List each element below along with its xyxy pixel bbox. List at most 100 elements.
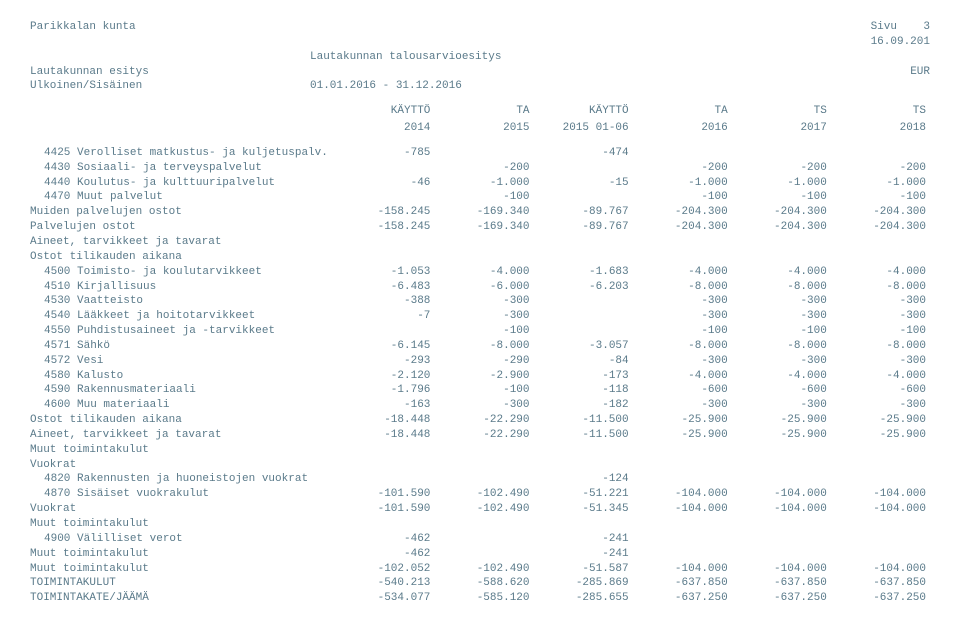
row-value — [434, 146, 533, 161]
table-row: Muiden palvelujen ostot-158.245-169.340-… — [30, 205, 930, 220]
row-value: -102.052 — [335, 562, 434, 577]
table-row: 4510 Kirjallisuus-6.483-6.000-6.203-8.00… — [30, 280, 930, 295]
row-value: -1.053 — [335, 265, 434, 280]
table-row: TOIMINTAKATE/JÄÄMÄ-534.077-585.120-285.6… — [30, 591, 930, 606]
row-value — [633, 443, 732, 458]
period: 01.01.2016 - 31.12.2016 — [310, 79, 930, 94]
row-value: -4.000 — [732, 369, 831, 384]
row-label: Muut toimintakulut — [30, 517, 335, 532]
row-value: -200 — [732, 161, 831, 176]
row-value: -200 — [434, 161, 533, 176]
row-value: -300 — [434, 294, 533, 309]
row-value: -2.120 — [335, 369, 434, 384]
table-row: Ostot tilikauden aikana-18.448-22.290-11… — [30, 413, 930, 428]
col-head: 2015 — [434, 121, 533, 138]
row-value: -22.290 — [434, 413, 533, 428]
row-value: -6.000 — [434, 280, 533, 295]
row-value: -1.000 — [732, 176, 831, 191]
row-value — [335, 235, 434, 250]
row-value: -2.900 — [434, 369, 533, 384]
table-row: Vuokrat-101.590-102.490-51.345-104.000-1… — [30, 502, 930, 517]
row-value: -637.250 — [633, 591, 732, 606]
row-value: -51.345 — [534, 502, 633, 517]
row-value: -7 — [335, 309, 434, 324]
row-label: Vuokrat — [30, 502, 335, 517]
row-value: -101.590 — [335, 487, 434, 502]
row-value: -100 — [434, 324, 533, 339]
row-value: -300 — [633, 354, 732, 369]
row-value — [831, 235, 930, 250]
row-value: -25.900 — [633, 413, 732, 428]
row-value — [434, 235, 533, 250]
row-value: -104.000 — [831, 502, 930, 517]
row-value: -11.500 — [534, 413, 633, 428]
row-label: 4571 Sähkö — [30, 339, 335, 354]
row-value: -637.250 — [732, 591, 831, 606]
column-header-row-2: 2014 2015 2015 01-06 2016 2017 2018 — [30, 121, 930, 138]
row-value: -104.000 — [831, 562, 930, 577]
org-name: Parikkalan kunta — [30, 20, 136, 35]
row-value — [633, 547, 732, 562]
row-value: -84 — [534, 354, 633, 369]
row-value: -4.000 — [732, 265, 831, 280]
row-value: -8.000 — [831, 339, 930, 354]
row-value: -300 — [633, 309, 732, 324]
row-label: Aineet, tarvikkeet ja tavarat — [30, 235, 335, 250]
row-value — [534, 324, 633, 339]
row-value — [335, 443, 434, 458]
row-value: -300 — [831, 354, 930, 369]
row-value — [732, 443, 831, 458]
row-value: -290 — [434, 354, 533, 369]
row-value — [831, 517, 930, 532]
table-row: Vuokrat — [30, 458, 930, 473]
row-value: -300 — [434, 398, 533, 413]
row-value — [732, 532, 831, 547]
col-head: TA — [434, 104, 533, 121]
row-value: -637.850 — [831, 576, 930, 591]
row-value: -25.900 — [831, 413, 930, 428]
row-value: -300 — [831, 309, 930, 324]
row-value: -46 — [335, 176, 434, 191]
row-value: -104.000 — [633, 562, 732, 577]
row-value: -204.300 — [633, 205, 732, 220]
currency: EUR — [910, 65, 930, 80]
col-head: 2014 — [335, 121, 434, 138]
row-value: -3.057 — [534, 339, 633, 354]
row-value — [335, 190, 434, 205]
table-row: 4425 Verolliset matkustus- ja kuljetuspa… — [30, 146, 930, 161]
row-value — [633, 235, 732, 250]
table-row: 4590 Rakennusmateriaali-1.796-100-118-60… — [30, 383, 930, 398]
row-value — [434, 517, 533, 532]
row-value: -118 — [534, 383, 633, 398]
row-value — [434, 532, 533, 547]
row-value: -1.683 — [534, 265, 633, 280]
row-value: -102.490 — [434, 487, 533, 502]
row-value — [732, 472, 831, 487]
table-row: 4470 Muut palvelut-100-100-100-100 — [30, 190, 930, 205]
row-value — [335, 324, 434, 339]
table-row: Palvelujen ostot-158.245-169.340-89.767-… — [30, 220, 930, 235]
row-value: -474 — [534, 146, 633, 161]
row-value: -100 — [831, 190, 930, 205]
row-value: -300 — [732, 294, 831, 309]
row-value — [534, 235, 633, 250]
col-head: 2017 — [732, 121, 831, 138]
row-value — [534, 250, 633, 265]
row-value: -8.000 — [831, 280, 930, 295]
row-value — [732, 146, 831, 161]
table-row: 4500 Toimisto- ja koulutarvikkeet-1.053-… — [30, 265, 930, 280]
row-value — [633, 458, 732, 473]
row-value — [831, 146, 930, 161]
row-value — [534, 517, 633, 532]
row-value — [335, 517, 434, 532]
row-value — [732, 250, 831, 265]
row-value — [732, 458, 831, 473]
row-value: -4.000 — [831, 265, 930, 280]
table-row: 4900 Välilliset verot-462-241 — [30, 532, 930, 547]
row-value: -637.850 — [732, 576, 831, 591]
report-date: 16.09.201 — [871, 35, 930, 50]
row-value — [534, 309, 633, 324]
table-row: 4600 Muu materiaali-163-300-182-300-300-… — [30, 398, 930, 413]
row-value: -200 — [633, 161, 732, 176]
table-row: 4440 Koulutus- ja kulttuuripalvelut-46-1… — [30, 176, 930, 191]
